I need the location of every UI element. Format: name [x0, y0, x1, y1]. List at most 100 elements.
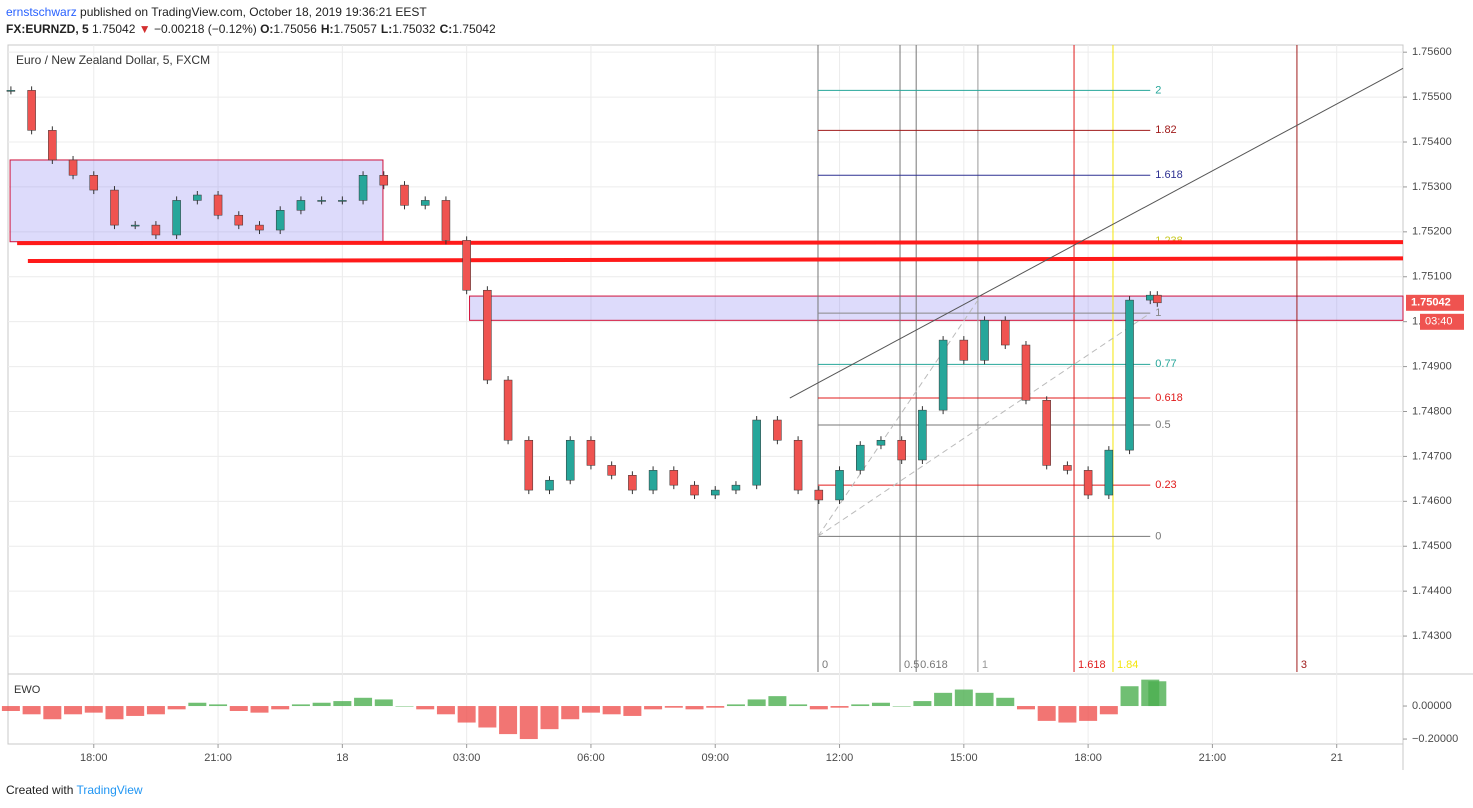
ewo-bar: [561, 706, 580, 720]
ewo-bar: [706, 706, 725, 708]
fib-label: 2: [1155, 84, 1161, 96]
candle: [918, 409, 927, 461]
candle: [565, 439, 575, 481]
x-tick-label: 15:00: [950, 752, 978, 764]
ewo-bar: [1016, 706, 1035, 710]
candle: [710, 489, 720, 496]
time-fib-label: 0.5: [904, 659, 919, 671]
ewo-bar: [209, 704, 228, 707]
ewo-bar: [519, 706, 538, 740]
x-tick-label: 12:00: [826, 752, 854, 764]
candle: [773, 419, 782, 441]
ewo-bar: [478, 706, 497, 728]
candle: [462, 240, 471, 291]
candle: [400, 184, 409, 206]
y-tick-label: 1.74300: [1412, 630, 1452, 642]
ewo-bar: [602, 706, 621, 715]
y-tick-label: 0.00000: [1412, 700, 1452, 712]
brand[interactable]: TradingView: [76, 783, 143, 797]
candle: [172, 200, 181, 236]
ewo-bar: [830, 706, 849, 708]
ewo-bar: [851, 704, 870, 707]
x-tick-label: 06:00: [577, 752, 605, 764]
fib-label: 1.82: [1155, 124, 1176, 136]
candle: [648, 470, 658, 491]
candle: [1021, 344, 1031, 401]
ewo-bar: [374, 699, 393, 707]
zone: [469, 295, 1404, 321]
candle: [130, 224, 140, 227]
x-tick-label: 18:00: [1074, 752, 1102, 764]
ewo-bar: [312, 702, 331, 707]
ewo-bar: [768, 696, 787, 707]
y-tick-label: −0.20000: [1412, 733, 1458, 745]
ewo-bar: [789, 704, 808, 707]
footer: Created with TradingView: [6, 783, 143, 797]
candle: [980, 320, 989, 361]
ewo-bar: [436, 706, 455, 715]
symbol-line: FX:EURNZD, 5 1.75042 ▼ −0.00218 (−0.12%)…: [6, 22, 500, 36]
x-tick-label: 18:00: [80, 752, 108, 764]
candle: [317, 200, 326, 202]
ewo-bar: [126, 706, 145, 716]
time-fib-label: 0: [822, 659, 828, 671]
x-tick-label: 21:00: [204, 752, 232, 764]
ewo-bar: [540, 706, 559, 730]
last-price-box: [1406, 294, 1464, 311]
zone: [9, 159, 384, 243]
time-fib-label: 1: [982, 659, 988, 671]
fib-label: 0.77: [1155, 358, 1176, 370]
candle: [690, 484, 699, 496]
y-tick-label: 1.75600: [1412, 46, 1452, 58]
time-fib-label: 0.618: [920, 659, 948, 671]
x-tick-label: 03:00: [453, 752, 481, 764]
countdown-label: 03:40: [1425, 316, 1453, 328]
ewo-bar: [188, 702, 207, 707]
candle: [1083, 470, 1093, 496]
candle: [89, 175, 99, 191]
candle: [1104, 449, 1114, 496]
drawing-line: [817, 312, 1151, 537]
x-tick-label: 18: [336, 752, 348, 764]
ewo-bar: [1058, 706, 1077, 723]
change: −0.00218 (−0.12%): [153, 22, 257, 36]
candle: [255, 224, 264, 231]
ewo-bar: [913, 701, 932, 707]
chart-title: Euro / New Zealand Dollar, 5, FXCM: [16, 53, 210, 67]
y-tick-label: 1.75100: [1412, 271, 1452, 283]
ohlc-key: H:: [320, 22, 334, 36]
ewo-bar: [167, 706, 186, 710]
candle: [607, 465, 616, 476]
ewo-bar: [84, 706, 103, 713]
candle: [793, 439, 803, 491]
candle: [959, 339, 969, 361]
ewo-bar: [416, 706, 435, 710]
candle: [338, 200, 347, 202]
candle: [27, 90, 36, 131]
x-tick-label: 21: [1331, 752, 1343, 764]
candle: [835, 470, 844, 501]
candle: [669, 470, 679, 486]
drawing-line: [17, 240, 1404, 246]
ewo-bar: [1148, 681, 1167, 707]
candle: [358, 175, 368, 201]
ewo-bar: [747, 699, 766, 707]
author[interactable]: ernstschwarz: [6, 5, 77, 19]
ewo-bar: [105, 706, 124, 720]
ewo-bar: [934, 692, 953, 707]
candle: [110, 189, 119, 226]
candle: [731, 484, 741, 491]
ohlc-value: 1.75056: [273, 22, 317, 36]
ewo-bar: [395, 706, 414, 707]
drawing-line: [789, 67, 1404, 399]
fib-label: 0: [1155, 530, 1161, 542]
ewo-bar: [623, 706, 642, 716]
header-line: ernstschwarz published on TradingView.co…: [6, 5, 427, 19]
ewo-bar: [64, 706, 83, 715]
candle: [193, 194, 202, 201]
y-tick-label: 1.74600: [1412, 495, 1452, 507]
candle: [1153, 294, 1162, 304]
ewo-bar: [892, 706, 911, 707]
countdown-box: [1420, 313, 1464, 330]
